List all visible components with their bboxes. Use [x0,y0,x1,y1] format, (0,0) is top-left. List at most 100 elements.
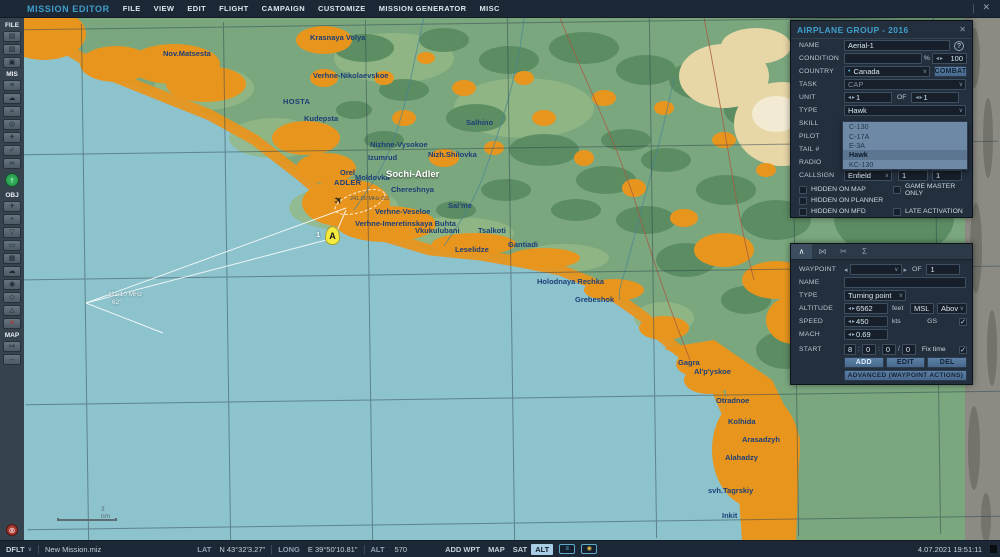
save-mission-button[interactable]: ▣ [3,57,21,68]
msl-dropdown[interactable]: MSL [910,303,934,314]
window-close-icon[interactable]: ✕ [982,2,990,12]
add-farp-button[interactable]: ◉ [3,279,21,290]
new-mission-button[interactable]: ▤ [3,31,21,42]
combat-button[interactable]: COMBAT [934,66,967,77]
menu-view[interactable]: VIEW [153,4,175,13]
prev-waypoint-button[interactable]: ◂ [844,266,848,274]
callsign-number-input[interactable]: 1 [932,170,962,181]
spin-left-icon[interactable]: ◂ [848,319,852,325]
weather-button[interactable]: ☁ [3,93,21,104]
hidden-on-planner-checkbox[interactable] [799,196,807,205]
delete-object-button[interactable]: ✕ [3,318,21,329]
type-option[interactable]: E-3A [849,140,865,150]
mach-spinner[interactable]: ◂ ▸ 0.69 [844,329,888,340]
globe-settings-icon[interactable]: ◉ [581,544,598,554]
spin-right-icon[interactable]: ▸ [852,95,856,101]
menu-flight[interactable]: FLIGHT [219,4,249,13]
start-hours-input[interactable]: 8 [844,344,856,355]
panel-close-icon[interactable]: ✕ [959,25,966,34]
tab-loadout[interactable]: ⋈ [812,244,833,259]
add-airplane-button[interactable]: ✈ [3,201,21,212]
wp-name-input[interactable] [844,277,966,288]
altitude-spinner[interactable]: ◂ ▸ 6562 [844,303,888,314]
start-minutes-input[interactable]: 0 [861,344,876,355]
above-dropdown[interactable]: Abov ∨ [937,303,967,314]
group-name-input[interactable]: Aerial-1 [844,40,950,51]
spin-left-icon[interactable]: ◂ [915,95,919,101]
add-vehicle-button[interactable]: ▭ [3,240,21,251]
country-dropdown[interactable]: • Canada ∨ [844,66,930,77]
fly-mission-button[interactable]: ↑ [5,173,19,187]
type-option[interactable]: C-17A [849,131,870,141]
gs-checkbox[interactable]: ✓ [959,317,967,326]
sat-mode-button[interactable]: SAT [512,544,528,554]
type-option[interactable]: C-130 [849,122,869,132]
spin-left-icon[interactable]: ◂ [935,56,939,62]
spin-left-icon[interactable]: ◂ [848,306,852,312]
spin-right-icon[interactable]: ▸ [939,56,943,62]
mission-aircraft-button[interactable]: ✈ [3,132,21,143]
mission-check-button[interactable]: ✓ [3,145,21,156]
spin-right-icon[interactable]: ▸ [852,319,856,325]
add-static-button[interactable]: ▦ [3,253,21,264]
bullseye-button[interactable]: ◎ [3,119,21,130]
routes-button[interactable]: ≈ [3,106,21,117]
menu-file[interactable]: FILE [122,4,141,13]
condition-spinner[interactable]: ◂ ▸ 100 [931,53,967,64]
callsign-flight-input[interactable]: 1 [898,170,928,181]
exit-button[interactable]: ⊗ [6,524,18,536]
callsign-dropdown[interactable]: Enfield ∨ [844,170,892,181]
triggers-button[interactable]: ∞ [3,158,21,169]
game-master-only-checkbox[interactable] [893,185,901,194]
task-dropdown[interactable]: CAP ∨ [844,79,966,90]
spin-right-icon[interactable]: ▸ [919,95,923,101]
delete-waypoint-button[interactable]: DEL [927,357,968,368]
spin-right-icon[interactable]: ▸ [852,332,856,338]
briefing-button[interactable]: ≡ [3,80,21,91]
menu-edit[interactable]: EDIT [187,4,207,13]
spin-left-icon[interactable]: ◂ [848,332,852,338]
type-option[interactable]: KC-130 [849,159,874,169]
menu-campaign[interactable]: CAMPAIGN [261,4,306,13]
unit-total-spinner[interactable]: ◂ ▸ 1 [911,92,960,103]
late-activation-checkbox[interactable] [893,207,901,216]
spin-left-icon[interactable]: ◂ [848,95,852,101]
help-button[interactable]: ? [954,40,964,51]
measure-distance-button[interactable]: ↦ [3,341,21,352]
menu-customize[interactable]: CUSTOMIZE [318,4,366,13]
type-option-selected[interactable]: Hawk [843,150,967,160]
map-mode-button[interactable]: MAP [488,544,505,554]
menu-mission-generator[interactable]: MISSION GENERATOR [378,4,467,13]
advanced-waypoint-actions-button[interactable]: ADVANCED (WAYPOINT ACTIONS) [844,370,967,381]
zones-button[interactable]: △ [3,305,21,316]
add-ship-button[interactable]: ▽ [3,227,21,238]
template-button[interactable]: ◇ [3,292,21,303]
add-helicopter-button[interactable]: + [3,214,21,225]
open-mission-button[interactable]: ▨ [3,44,21,55]
add-effect-button[interactable]: ☁ [3,266,21,277]
waypoint-marker[interactable]: A [325,226,340,245]
ruler-button[interactable]: ↔ [3,354,21,365]
profile-selector[interactable]: DFLT [6,544,25,554]
tab-summary[interactable]: Σ [854,244,875,259]
next-waypoint-button[interactable]: ▸ [903,266,908,274]
add-wpt-button[interactable]: ADD WPT [445,544,481,554]
tab-route[interactable]: ∧ [791,244,812,259]
condition-input[interactable] [844,53,922,64]
spin-right-icon[interactable]: ▸ [852,306,856,312]
edit-waypoint-button[interactable]: EDIT [885,357,926,368]
speed-spinner[interactable]: ◂ ▸ 450 [844,316,888,327]
tab-actions[interactable]: ✂ [833,244,854,259]
fix-time-checkbox[interactable]: ✓ [959,345,967,354]
add-waypoint-button[interactable]: ADD [844,357,884,368]
hidden-on-mfd-checkbox[interactable] [799,207,807,216]
alt-mode-button[interactable]: ALT [531,543,554,555]
wp-type-dropdown[interactable]: Turning point ∨ [844,290,906,301]
hidden-on-map-checkbox[interactable] [799,185,807,194]
panel-toggle-icon[interactable]: ≡ [559,544,576,554]
waypoint-select[interactable]: ∨ [849,264,902,275]
start-ms-input[interactable]: 0 [901,344,916,355]
unit-count-spinner[interactable]: ◂ ▸ 1 [844,92,892,103]
type-dropdown[interactable]: Hawk ∨ [844,105,966,116]
waypoint-total-input[interactable]: 1 [926,264,961,275]
